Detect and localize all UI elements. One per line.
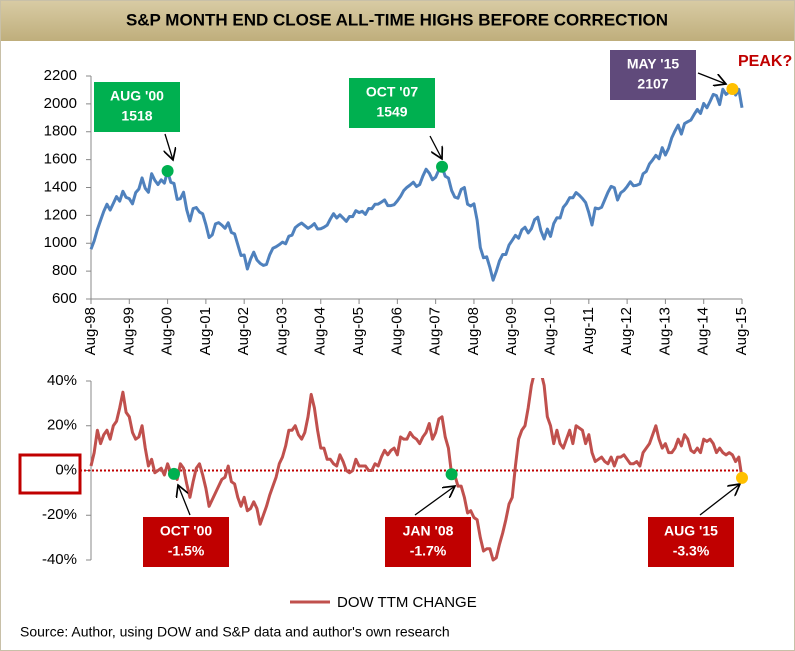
y-tick-label: 2000 xyxy=(44,95,77,112)
annotation-label: OCT '07 xyxy=(366,84,419,100)
x-tick-label: Aug-10 xyxy=(541,307,558,355)
y-tick-label: 1600 xyxy=(44,151,77,168)
legend-label: DOW TTM CHANGE xyxy=(337,594,477,611)
annotation-box xyxy=(610,50,696,100)
annotation-marker xyxy=(436,160,449,173)
annotation-marker xyxy=(445,468,458,481)
x-tick-label: Aug-03 xyxy=(273,307,290,355)
annotation-marker xyxy=(736,471,748,484)
annotation-value: -3.3% xyxy=(673,543,710,559)
x-tick-label: Aug-14 xyxy=(695,307,712,355)
x-tick-label: Aug-11 xyxy=(580,307,597,354)
x-tick-label: Aug-08 xyxy=(465,307,482,355)
annotation-label: AUG '00 xyxy=(110,88,164,104)
arrow xyxy=(699,484,740,516)
x-tick-label: Aug-00 xyxy=(159,307,176,355)
annotation-value: 1549 xyxy=(376,104,407,120)
y-tick-label: 1200 xyxy=(44,206,77,223)
annotation-box xyxy=(94,82,180,132)
x-tick-label: Aug-99 xyxy=(120,307,137,355)
annotation-marker xyxy=(161,165,174,178)
annotation-value: 1518 xyxy=(121,108,152,124)
annotation-value: -1.7% xyxy=(410,543,447,559)
x-tick-label: Aug-02 xyxy=(235,307,252,355)
y-tick-label: 1000 xyxy=(44,234,77,251)
x-tick-label: Aug-01 xyxy=(197,307,214,355)
arrow xyxy=(165,133,173,160)
annotation-marker xyxy=(726,82,739,95)
chart-title: S&P MONTH END CLOSE ALL-TIME HIGHS BEFOR… xyxy=(126,10,668,29)
annotation: PEAK? xyxy=(738,53,792,70)
annotation-marker xyxy=(167,467,180,480)
annotation-value: -1.5% xyxy=(168,543,205,559)
annotation-label: AUG '15 xyxy=(664,523,718,539)
annotation-box xyxy=(349,78,435,128)
y-tick-label: 1400 xyxy=(44,178,77,195)
x-tick-label: Aug-04 xyxy=(312,307,329,355)
y-tick-label: 1800 xyxy=(44,123,77,140)
arrow xyxy=(697,72,726,84)
arrow xyxy=(178,485,191,516)
title-bar xyxy=(1,1,794,41)
x-tick-label: Aug-12 xyxy=(618,307,635,355)
series-line xyxy=(89,87,744,282)
arrow xyxy=(414,486,455,516)
annotation-label: JAN '08 xyxy=(403,523,454,539)
annotation-box xyxy=(385,517,471,567)
y-tick-label: 800 xyxy=(52,262,77,279)
x-tick-label: Aug-06 xyxy=(388,307,405,355)
annotation-box xyxy=(648,517,734,567)
arrow xyxy=(429,135,442,159)
series-line xyxy=(89,378,744,562)
y-tick-label: -40% xyxy=(42,551,77,568)
y-tick-label: -20% xyxy=(42,506,77,523)
x-tick-label: Aug-98 xyxy=(82,307,99,355)
y-tick-label: 600 xyxy=(52,290,77,307)
y-tick-label: 2200 xyxy=(44,67,77,84)
y-tick-label: 20% xyxy=(47,417,77,434)
x-tick-label: Aug-07 xyxy=(427,307,444,355)
annotation-label: OCT '00 xyxy=(160,523,213,539)
x-tick-label: Aug-05 xyxy=(350,307,367,355)
annotation-box xyxy=(143,517,229,567)
annotation-label: MAY '15 xyxy=(627,56,680,72)
x-tick-label: Aug-13 xyxy=(656,307,673,355)
x-tick-label: Aug-15 xyxy=(733,307,750,355)
x-tick-label: Aug-09 xyxy=(503,307,520,355)
zero-highlight xyxy=(18,453,82,495)
annotation-value: 2107 xyxy=(637,76,668,92)
y-tick-label: 0% xyxy=(55,461,77,478)
y-tick-label: 40% xyxy=(47,372,77,389)
source: Source: Author, using DOW and S&P data a… xyxy=(20,624,450,640)
